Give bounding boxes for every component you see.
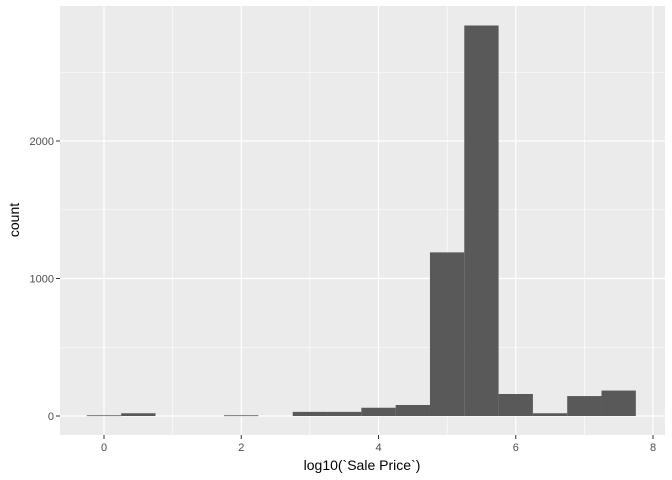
histogram-bar: [498, 394, 533, 416]
x-tick-label: 2: [238, 442, 244, 454]
x-tick-label: 4: [375, 442, 381, 454]
x-tick-label: 8: [650, 442, 656, 454]
histogram-bars: [86, 25, 636, 417]
y-tick-label: 1000: [30, 274, 54, 286]
x-axis: 0 2 4 6 8: [101, 435, 656, 454]
x-tick-label: 6: [513, 442, 519, 454]
histogram-bar: [327, 411, 362, 416]
histogram-bar: [464, 25, 499, 416]
histogram-bar: [532, 413, 568, 416]
histogram-bar: [121, 413, 156, 416]
y-tick-label: 0: [48, 411, 54, 423]
y-axis-title: count: [6, 203, 22, 237]
plot-panel: [60, 6, 665, 435]
histogram-bar: [361, 407, 396, 416]
histogram-bar: [86, 415, 122, 417]
histogram-bar: [601, 390, 636, 416]
histogram-bar: [292, 411, 328, 416]
histogram-bar: [224, 415, 259, 417]
histogram-bar: [567, 396, 602, 416]
y-tick-label: 2000: [30, 136, 54, 148]
minor-gridlines: [60, 6, 665, 435]
histogram-bar: [429, 252, 465, 416]
y-axis: 0 1000 2000: [30, 136, 60, 423]
histogram-bar: [395, 405, 430, 416]
x-axis-title: log10(`Sale Price`): [304, 457, 421, 473]
x-tick-label: 0: [101, 442, 107, 454]
